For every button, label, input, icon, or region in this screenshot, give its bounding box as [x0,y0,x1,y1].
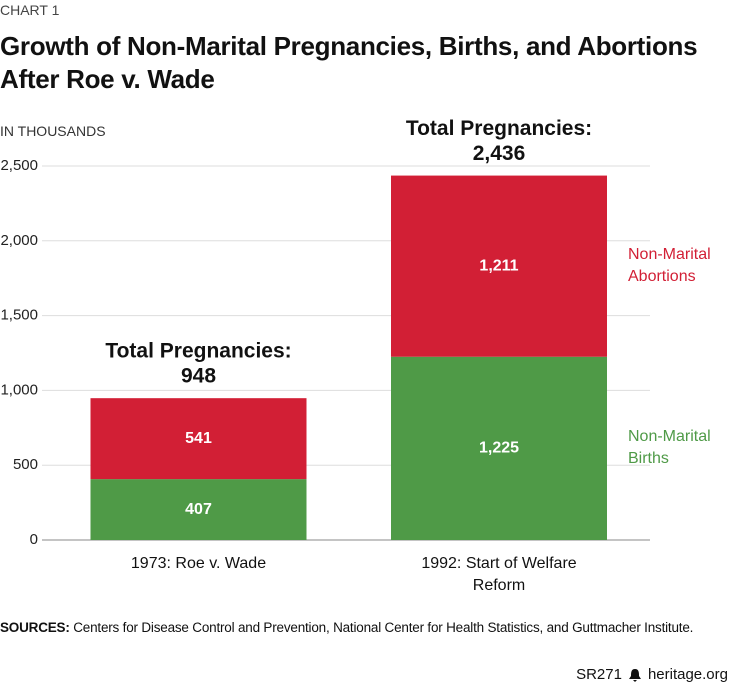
y-tick-label: 1,000 [0,381,38,398]
total-value: 2,436 [473,142,526,165]
x-tick-label: 1992: Start of Welfare Reform [421,555,577,594]
total-value: 948 [181,365,216,388]
y-tick-label: 500 [13,456,38,473]
bar-segment [391,356,607,540]
y-tick-label: 2,000 [0,232,38,249]
value-label: 407 [185,501,212,518]
bell-icon [628,668,641,682]
bar-segment [90,479,307,540]
bar-segment [391,175,607,357]
legend-label: Non-Marital Abortions [628,246,711,286]
value-label: 1,225 [479,440,519,457]
bar-segment [90,398,307,480]
total-label: Total Pregnancies: [105,340,291,363]
site: heritage.org [647,666,728,683]
y-tick-label: 2,500 [0,157,38,174]
total-label: Total Pregnancies: [406,117,592,140]
sources-text: Centers for Disease Control and Preventi… [73,620,694,635]
report-code: SR271 [576,666,622,683]
value-label: 1,211 [479,257,518,274]
chart-title: Growth of Non-Marital Pregnancies, Birth… [0,31,698,94]
y-tick-label: 1,500 [0,307,38,324]
legend-label: Non-Marital Births [628,428,711,468]
value-label: 541 [185,430,212,447]
footer: SR271 heritage.org [576,666,728,683]
chart-label: CHART 1 [0,2,60,18]
sources-label: SOURCES: [0,620,70,635]
x-tick-label: 1973: Roe v. Wade [130,555,267,572]
sources: SOURCES: Centers for Disease Control and… [0,620,693,635]
y-tick-label: 0 [30,531,38,548]
y-axis-label: IN THOUSANDS [0,123,106,139]
